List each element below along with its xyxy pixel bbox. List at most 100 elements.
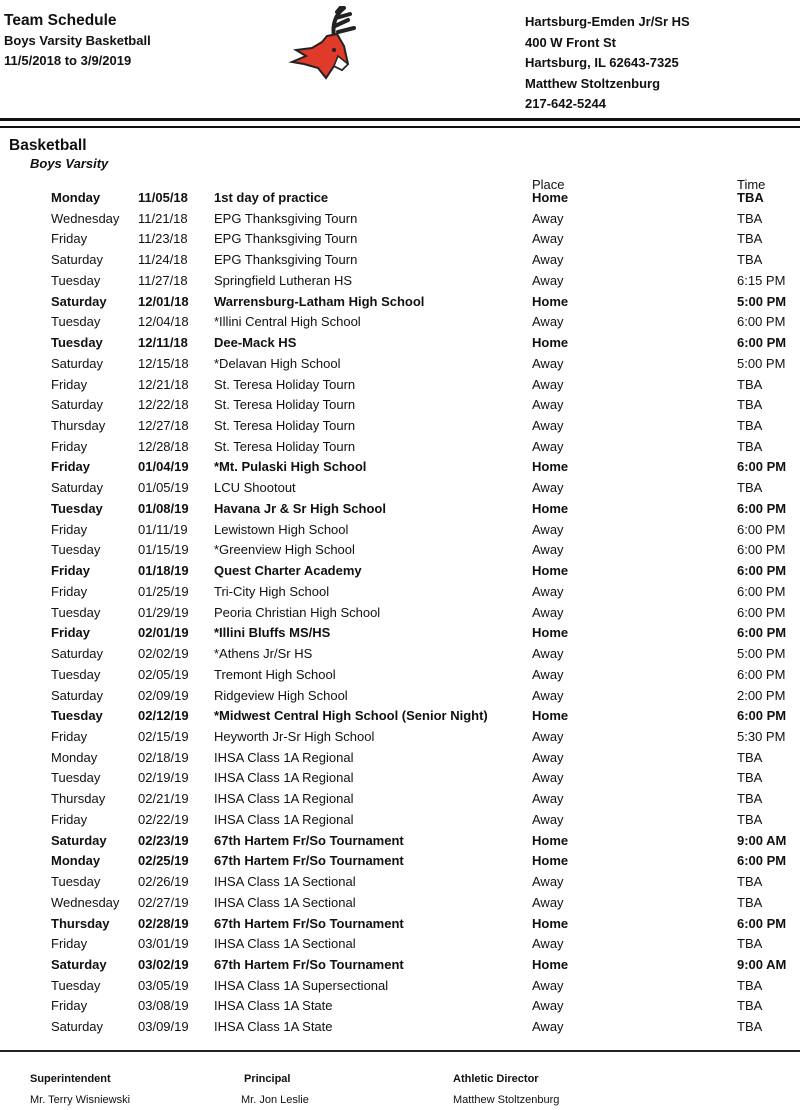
game-time: TBA — [737, 210, 763, 226]
game-place: Home — [532, 459, 569, 475]
game-time: 6:00 PM — [737, 563, 787, 579]
game-place: Away — [532, 252, 564, 268]
game-time: 6:00 PM — [737, 314, 786, 330]
game-time: TBA — [737, 977, 763, 993]
game-opponent: 1st day of practice — [214, 190, 329, 205]
game-opponent: Lewistown High School — [214, 521, 349, 537]
game-time: 9:00 AM — [737, 832, 787, 848]
time-column-header: Time — [737, 177, 766, 192]
game-time: TBA — [737, 190, 764, 205]
game-opponent: St. Teresa Holiday Tourn — [214, 376, 356, 392]
table-row: Friday 03/01/19 IHSA Class 1A Sectional Awa… — [0, 936, 800, 956]
game-place: Home — [532, 500, 569, 516]
game-opponent: Havana Jr & Sr High School — [214, 500, 386, 516]
game-opponent: IHSA Class 1A State — [214, 1019, 333, 1035]
game-date: 02/28/19 — [138, 915, 189, 931]
game-day: Thursday — [51, 418, 106, 434]
game-opponent: St. Teresa Holiday Tourn — [214, 397, 356, 413]
game-time: TBA — [737, 376, 763, 392]
game-place: Home — [532, 190, 569, 205]
game-place: Away — [532, 210, 564, 226]
game-opponent: Tremont High School — [214, 666, 336, 682]
table-row: Saturday 02/23/19 67th Hartem Fr/So Tourna… — [0, 833, 800, 853]
game-day: Saturday — [51, 687, 104, 703]
game-time: 6:00 PM — [737, 459, 787, 475]
game-place: Away — [532, 1019, 564, 1035]
game-opponent: Tri-City High School — [214, 583, 330, 599]
table-row: Thursday 02/28/19 67th Hartem Fr/So Tourna… — [0, 916, 800, 936]
game-time: 6:00 PM — [737, 853, 787, 869]
game-opponent: *Mt. Pulaski High School — [214, 459, 367, 475]
staff-role: Superintendent — [30, 1073, 111, 1085]
date-range: 11/5/2018 to 3/9/2019 — [4, 53, 132, 68]
staff-name: Mr. Jon Leslie — [241, 1094, 309, 1106]
game-opponent: EPG Thanksgiving Tourn — [214, 252, 358, 268]
game-date: 03/09/19 — [138, 1019, 189, 1035]
game-place: Away — [532, 874, 564, 890]
table-row: Saturday 03/09/19 IHSA Class 1A State Away T… — [0, 1019, 800, 1039]
game-time: TBA — [737, 894, 763, 910]
game-opponent: *Delavan High School — [214, 355, 341, 371]
game-day: Thursday — [51, 915, 110, 931]
game-date: 02/05/19 — [138, 666, 189, 682]
game-time: 5:00 PM — [737, 293, 787, 309]
table-row: Friday 01/11/19 Lewistown High School Away 6… — [0, 522, 800, 542]
game-place: Away — [532, 998, 564, 1014]
table-row: Saturday 01/05/19 LCU Shootout Away TBA — [0, 480, 800, 500]
game-day: Tuesday — [51, 542, 101, 558]
game-time: TBA — [737, 770, 763, 786]
table-row: Friday 02/22/19 IHSA Class 1A Regional Away… — [0, 812, 800, 832]
game-day: Tuesday — [51, 977, 101, 993]
staff-name: Mr. Terry Wisniewski — [30, 1094, 131, 1106]
game-place: Away — [532, 521, 564, 537]
game-opponent: LCU Shootout — [214, 480, 296, 496]
game-opponent: IHSA Class 1A Sectional — [214, 894, 356, 910]
game-opponent: St. Teresa Holiday Tourn — [214, 418, 356, 434]
game-place: Away — [532, 770, 564, 786]
game-place: Away — [532, 231, 564, 247]
table-row: Friday 02/15/19 Heyworth Jr-Sr High School… — [0, 729, 800, 749]
game-place: Home — [532, 293, 569, 309]
table-row: Saturday 12/01/18 Warrensburg-Latham High … — [0, 294, 800, 314]
school-address-block: Hartsburg-Emden Jr/Sr HS 400 W Front St … — [525, 12, 690, 115]
game-time: 6:00 PM — [737, 335, 787, 351]
game-time: 2:00 PM — [737, 687, 786, 703]
table-row: Friday 11/23/18 EPG Thanksgiving Tourn Away… — [0, 231, 800, 251]
game-day: Saturday — [51, 1019, 104, 1035]
game-place: Away — [532, 791, 564, 807]
game-date: 03/05/19 — [138, 977, 189, 993]
game-place: Away — [532, 583, 564, 599]
game-opponent: IHSA Class 1A Sectional — [214, 936, 356, 952]
table-row: Saturday 03/02/19 67th Hartem Fr/So Tourna… — [0, 957, 800, 977]
game-date: 03/02/19 — [138, 957, 189, 972]
table-row: Wednesday 11/21/18 EPG Thanksgiving Tourn A… — [0, 211, 800, 231]
game-date: 02/23/19 — [138, 832, 189, 848]
table-row: Friday 01/25/19 Tri-City High School Away 6:… — [0, 584, 800, 604]
game-place: Home — [532, 957, 569, 972]
game-opponent: Peoria Christian High School — [214, 604, 381, 620]
game-date: 01/18/19 — [138, 563, 189, 579]
game-time: TBA — [737, 936, 763, 952]
game-day: Tuesday — [51, 604, 101, 620]
game-place: Home — [532, 563, 569, 579]
game-date: 01/11/19 — [138, 521, 188, 537]
school-name: Hartsburg-Emden Jr/Sr HS — [525, 14, 690, 29]
place-column-header: Place — [532, 177, 565, 192]
table-row: Thursday 12/27/18 St. Teresa Holiday Tourn… — [0, 418, 800, 438]
game-date: 11/23/18 — [138, 231, 188, 247]
game-opponent: *Illini Bluffs MS/HS — [214, 625, 331, 641]
game-day: Saturday — [51, 293, 107, 309]
game-date: 12/21/18 — [138, 376, 189, 392]
game-place: Home — [532, 708, 569, 724]
page-title: Team Schedule — [4, 12, 117, 29]
game-opponent: 67th Hartem Fr/So Tournament — [214, 832, 404, 848]
sport-heading: Basketball — [9, 137, 87, 154]
game-day: Friday — [51, 376, 88, 392]
game-place: Home — [532, 915, 569, 931]
game-time: 5:30 PM — [737, 728, 786, 744]
game-date: 02/22/19 — [138, 811, 189, 827]
game-day: Tuesday — [51, 335, 103, 351]
game-date: 01/04/19 — [138, 459, 189, 475]
game-time: 6:00 PM — [737, 915, 787, 931]
